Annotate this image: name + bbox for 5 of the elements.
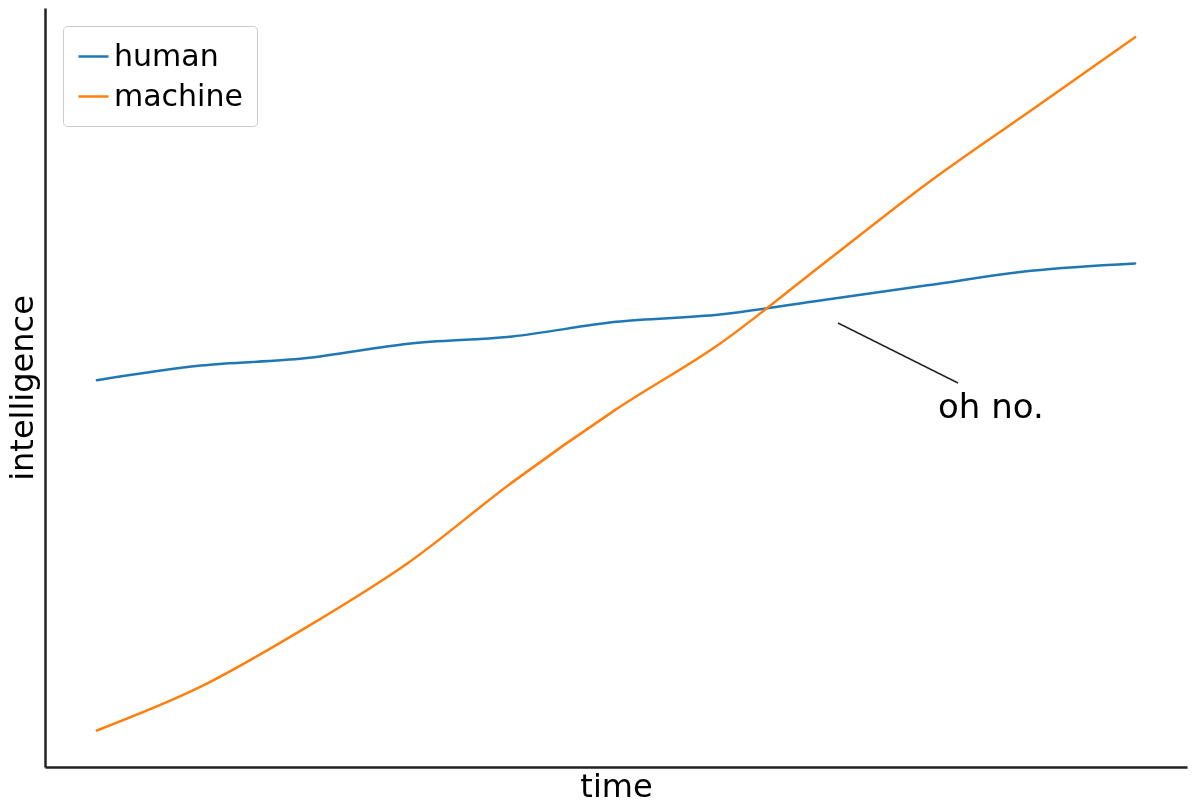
legend-label: machine	[114, 77, 243, 113]
legend-label: human	[114, 37, 219, 73]
y-axis-title: intelligence	[2, 295, 41, 481]
x-axis-title: time	[580, 766, 653, 805]
annotation: oh no.	[938, 386, 1044, 426]
